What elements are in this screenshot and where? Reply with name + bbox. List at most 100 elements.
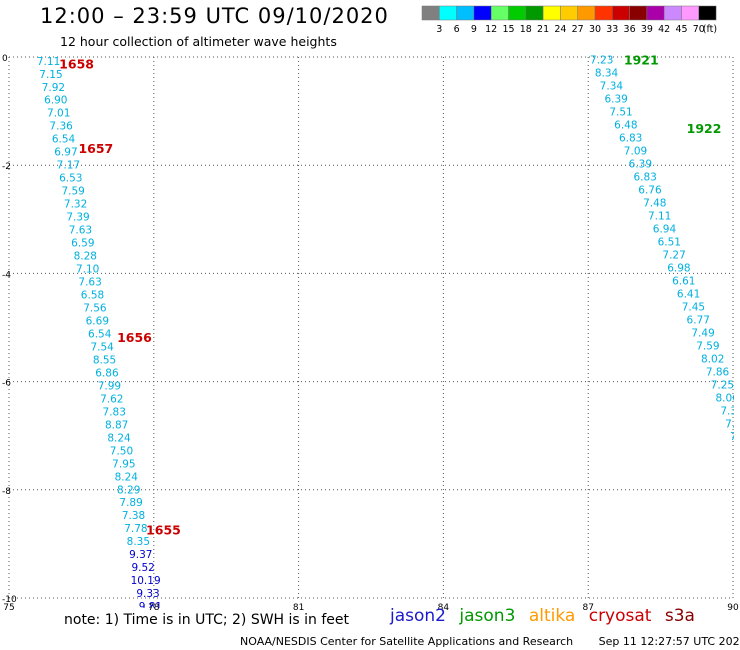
swh-data-label: 6.53 <box>59 173 82 185</box>
swh-data-label: 7.63 <box>69 225 92 237</box>
swh-data-label: 7.85 <box>735 444 740 456</box>
swh-data-label: 8.28 <box>74 251 97 263</box>
chart-subtitle: 12 hour collection of altimeter wave hei… <box>60 34 337 49</box>
swh-data-label: 9.81 <box>139 601 162 610</box>
swh-data-label: 6.86 <box>95 367 119 379</box>
swh-data-label: 7.92 <box>42 82 65 94</box>
swh-data-label: 7.32 <box>64 199 87 211</box>
swh-data-label: 6.94 <box>653 223 677 235</box>
colorbar-unit: (ft) <box>703 24 717 35</box>
swh-data-label: 7.33 <box>720 405 740 417</box>
colorbar-tick-label: 12 <box>485 24 497 35</box>
y-tick-label: -2 <box>2 162 11 172</box>
pass-time-label: 1658 <box>59 56 94 71</box>
legend-altika: altika <box>528 606 576 626</box>
swh-data-label: 6.83 <box>633 172 656 184</box>
swh-data-label: 7.83 <box>103 406 126 418</box>
pass-time-label: 1655 <box>146 522 181 537</box>
colorbar-tick-label: 39 <box>641 24 653 35</box>
colorbar: 3 6 9 12 15 18 21 24 27 30 33 36 39 42 45 70(ft) <box>421 5 717 35</box>
colorbar-tick-label: 3 <box>436 24 442 35</box>
swh-data-label: 7.39 <box>66 212 89 224</box>
colorbar-tick-label: 36 <box>624 24 636 35</box>
swh-data-label: 8.34 <box>595 68 619 80</box>
units-note: note: 1) Time is in UTC; 2) SWH is in fe… <box>64 612 350 628</box>
swh-data-label: 6.51 <box>658 236 681 248</box>
colorbar-swatch <box>698 5 717 21</box>
y-tick-label: 0 <box>2 54 8 64</box>
swh-data-label: 6.48 <box>614 120 637 132</box>
swh-data-label: 7.38 <box>122 510 145 522</box>
swh-data-label: 7.03 <box>730 431 740 443</box>
swh-data-label: 7.26 <box>725 418 740 430</box>
footer-timestamp: Sep 11 12:27:57 UTC 2020 <box>598 635 740 648</box>
swh-data-label: 6.58 <box>81 289 104 301</box>
pass-time-label: 1921 <box>624 53 659 68</box>
swh-data-label: 7.50 <box>110 445 133 457</box>
x-tick-label: 87 <box>582 603 593 610</box>
swh-data-label: 6.98 <box>667 262 690 274</box>
y-tick-label: -6 <box>2 379 11 389</box>
swh-data-label: 6.69 <box>86 315 109 327</box>
swh-data-label: 7.15 <box>39 69 62 81</box>
colorbar-tick-label: 27 <box>572 24 584 35</box>
swh-data-label: 7.48 <box>643 198 666 210</box>
swh-data-label: 8.02 <box>701 353 724 365</box>
swh-data-label: 6.41 <box>677 288 700 300</box>
swh-data-label: 7.25 <box>711 379 734 391</box>
swh-data-label: 7.45 <box>682 301 705 313</box>
colorbar-tick-label: 6 <box>454 24 460 35</box>
colorbar-tick-label: 70 <box>693 24 705 35</box>
colorbar-tick-label: 9 <box>471 24 477 35</box>
swh-data-label: 9.37 <box>129 549 152 561</box>
swh-data-label: 6.39 <box>604 94 627 106</box>
swh-data-label: 7.27 <box>662 249 685 261</box>
swh-data-label: 7.34 <box>600 81 624 93</box>
footer: NOAA/NESDIS Center for Satellite Applica… <box>240 635 740 648</box>
swh-data-label: 6.59 <box>71 238 94 250</box>
y-tick-label: -4 <box>2 270 11 280</box>
swh-data-label: 7.78 <box>124 523 147 535</box>
swh-data-label: 7.01 <box>47 108 70 120</box>
swh-data-label: 9.52 <box>131 562 154 574</box>
swh-data-label: 7.23 <box>590 55 613 67</box>
swh-data-label: 6.97 <box>54 147 77 159</box>
swh-data-label: 7.54 <box>90 341 114 353</box>
swh-data-label: 7.95 <box>112 458 135 470</box>
swh-data-label: 7.59 <box>61 186 84 198</box>
swh-data-label: 7.62 <box>100 393 123 405</box>
swh-data-label: 6.39 <box>629 159 652 171</box>
legend-s3a: s3a <box>664 606 695 626</box>
swh-data-label: 6.77 <box>687 314 710 326</box>
colorbar-tick-label: 24 <box>554 24 566 35</box>
x-tick-label: 81 <box>293 603 304 610</box>
swh-data-label: 7.11 <box>37 56 60 68</box>
swh-data-label: 7.51 <box>609 107 632 119</box>
footer-source: NOAA/NESDIS Center for Satellite Applica… <box>240 635 574 648</box>
swh-data-label: 8.87 <box>105 419 128 431</box>
pass-time-label: 1656 <box>117 330 152 345</box>
colorbar-tick-label: 33 <box>606 24 618 35</box>
swh-data-label: 8.55 <box>93 354 116 366</box>
swh-data-label: 7.56 <box>83 302 107 314</box>
swh-data-label: 8.35 <box>127 536 150 548</box>
legend-jason2: jason2 <box>390 606 446 626</box>
swh-data-label: 7.89 <box>119 497 142 509</box>
x-tick-label: 84 <box>438 603 450 610</box>
colorbar-tick-label: 30 <box>589 24 601 35</box>
colorbar-tick-label: 21 <box>537 24 549 35</box>
swh-data-label: 6.54 <box>52 134 76 146</box>
swh-data-label: 7.11 <box>648 211 671 223</box>
y-tick-label: -8 <box>2 487 11 497</box>
swh-data-label: 7.36 <box>49 121 73 133</box>
colorbar-tick-label: 45 <box>675 24 687 35</box>
plot-area: 75 78 81 84 87 900-2-4-6-8-107.117.157.926.90… <box>2 53 740 610</box>
swh-data-label: 7.99 <box>98 380 121 392</box>
colorbar-tick-label: 18 <box>520 24 532 35</box>
swh-data-label: 8.24 <box>107 432 131 444</box>
colorbar-tick-label: 15 <box>502 24 514 35</box>
swh-data-label: 7.49 <box>691 327 714 339</box>
x-tick-label: 75 <box>3 603 14 610</box>
swh-data-label: 8.06 <box>716 392 740 404</box>
pass-time-label: 1657 <box>78 141 113 156</box>
